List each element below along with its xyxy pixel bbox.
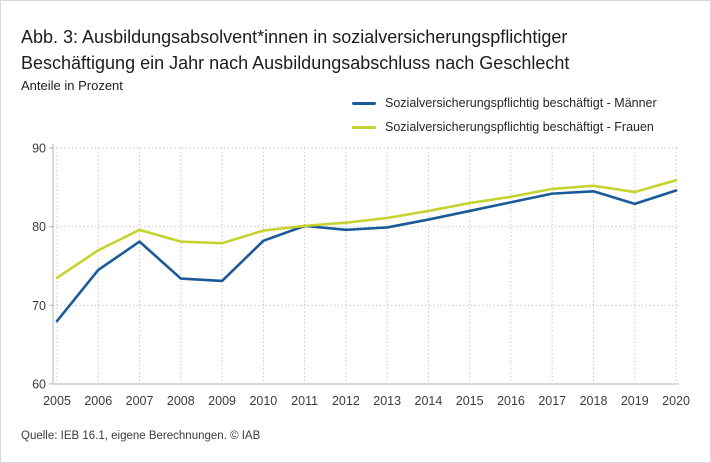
y-tick-label: 90	[32, 142, 46, 156]
x-tick-label: 2013	[373, 394, 401, 408]
x-tick-label: 2011	[291, 394, 318, 408]
legend-label-maenner: Sozialversicherungspflichtig beschäftigt…	[385, 96, 657, 110]
x-tick-label: 2018	[580, 394, 608, 408]
legend-line-swatch-frauen	[352, 125, 376, 129]
series-line-maenner	[55, 189, 678, 323]
series-line-frauen	[55, 178, 678, 280]
y-tick-label: 70	[32, 299, 46, 313]
figure-title: Abb. 3: Ausbildungsabsolvent*innen in so…	[21, 24, 621, 76]
y-tick-label: 60	[32, 378, 46, 392]
x-tick-label: 2006	[84, 394, 112, 408]
chart-legend: Sozialversicherungspflichtig beschäftigt…	[352, 91, 657, 139]
legend-item-maenner: Sozialversicherungspflichtig beschäftigt…	[352, 91, 657, 115]
source-note: Quelle: IEB 16.1, eigene Berechnungen. ©…	[21, 430, 261, 442]
x-tick-label: 2014	[415, 394, 443, 408]
y-tick-label: 80	[32, 220, 46, 234]
x-tick-label: 2019	[621, 394, 649, 408]
x-tick-label: 2008	[167, 394, 195, 408]
x-tick-label: 2005	[43, 394, 71, 408]
x-tick-label: 2016	[497, 394, 525, 408]
figure-title-line1: Abb. 3: Ausbildungsabsolvent*innen in so…	[21, 27, 568, 48]
x-tick-label: 2017	[538, 394, 566, 408]
legend-item-frauen: Sozialversicherungspflichtig beschäftigt…	[352, 115, 657, 139]
legend-label-frauen: Sozialversicherungspflichtig beschäftigt…	[385, 120, 654, 134]
x-tick-label: 2020	[662, 394, 690, 408]
figure-subtitle: Anteile in Prozent	[21, 78, 123, 93]
legend-line-swatch-maenner	[352, 101, 376, 105]
x-tick-label: 2010	[249, 394, 277, 408]
x-tick-label: 2009	[208, 394, 236, 408]
x-tick-label: 2015	[456, 394, 484, 408]
figure-title-line2: Beschäftigung ein Jahr nach Ausbildungsa…	[21, 53, 570, 74]
x-tick-label: 2007	[126, 394, 154, 408]
x-tick-label: 2012	[332, 394, 360, 408]
